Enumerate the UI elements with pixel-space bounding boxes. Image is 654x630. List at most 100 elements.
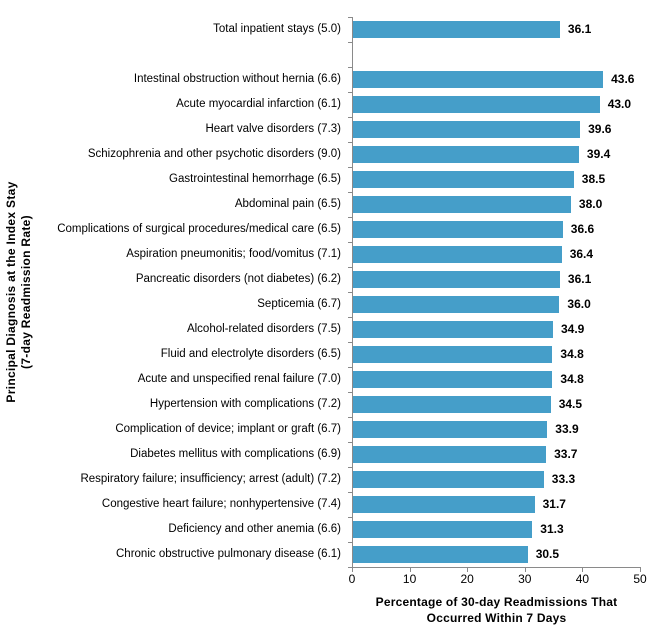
bar-track: 39.4 [347,142,654,167]
bar-track: 33.3 [347,467,654,492]
value-label: 39.4 [586,147,611,161]
x-axis-tick-label: 0 [348,572,356,586]
value-label: 34.5 [558,397,583,411]
category-label: Total inpatient stays (5.0) [213,23,341,35]
bar-track: 43.6 [347,67,654,92]
y-axis-tick [348,342,352,343]
bar-row: Acute and unspecified renal failure (7.0… [0,367,654,392]
category-label: Gastrointestinal hemorrhage (6.5) [169,173,341,185]
y-axis-tick [348,242,352,243]
value-label: 39.6 [588,122,612,136]
bar-track: 31.7 [347,492,654,517]
category-label: Acute myocardial infarction (6.1) [176,98,341,110]
x-axis-tick [409,567,411,572]
bar [352,471,544,488]
bar [352,546,528,563]
x-axis-tick-label: 40 [575,572,590,586]
bar-row: Septicemia (6.7) 36.0 [0,292,654,317]
bar [352,121,581,138]
bar-track: 33.9 [347,417,654,442]
bar-row: Intestinal obstruction without hernia (6… [0,67,654,92]
value-label: 43.0 [607,97,632,111]
bar-track: 43.0 [347,92,654,117]
y-axis-tick [348,492,352,493]
category-label: Heart valve disorders (7.3) [205,123,342,135]
bar [352,71,604,88]
bar-row: Pancreatic disorders (not diabetes) (6.2… [0,267,654,292]
x-axis-tick [467,567,469,572]
category-label: Complication of device; implant or graft… [115,423,341,435]
bar-track: 36.6 [347,217,654,242]
bar-track: 36.4 [347,242,654,267]
bar-row: Schizophrenia and other psychotic disord… [0,142,654,167]
bar-track: 30.5 [347,542,654,567]
bar [352,496,535,513]
bar [352,21,560,38]
bar-track: 34.9 [347,317,654,342]
y-axis-tick [348,167,352,168]
x-axis-tick [640,567,641,572]
bar-track: 38.5 [347,167,654,192]
bar-track: 36.0 [347,292,654,317]
x-axis-tick [352,567,353,572]
y-axis-tick [348,567,352,568]
bar [352,171,574,188]
bar [352,346,553,363]
bar-row: Complications of surgical procedures/med… [0,217,654,242]
y-axis-tick [348,542,352,543]
category-label: Abdominal pain (6.5) [234,198,341,210]
value-label: 38.0 [578,197,603,211]
bar [352,96,600,113]
y-axis-tick [348,367,352,368]
bar [352,321,553,338]
bar-track: 38.0 [347,192,654,217]
bar-track: 39.6 [347,117,654,142]
bar-track: 34.8 [347,342,654,367]
bar-row: Deficiency and other anemia (6.6) 31.3 [0,517,654,542]
y-axis-tick [348,142,352,143]
bar [352,271,560,288]
y-axis-tick [348,67,352,68]
bar-track: 33.7 [347,442,654,467]
bar-row: Alcohol-related disorders (7.5) 34.9 [0,317,654,342]
value-label: 36.0 [567,297,591,311]
bar-row: Hypertension with complications (7.2) 34.… [0,392,654,417]
bar-row: Complication of device; implant or graft… [0,417,654,442]
y-axis-tick [348,217,352,218]
value-label: 34.8 [560,347,584,361]
bar-row: Aspiration pneumonitis; food/vomitus (7.… [0,242,654,267]
bar [352,421,548,438]
value-label: 36.6 [570,222,595,236]
bar [352,446,547,463]
y-axis-tick [348,417,352,418]
bar-row: Heart valve disorders (7.3) 39.6 [0,117,654,142]
bar [352,146,579,163]
category-label: Septicemia (6.7) [257,298,341,310]
value-label: 38.5 [581,172,606,186]
y-axis-tick [348,317,352,318]
bar [352,221,563,238]
category-label: Deficiency and other anemia (6.6) [168,523,341,535]
bar [352,371,553,388]
value-label: 36.1 [567,272,592,286]
bar-track: 31.3 [347,517,654,542]
bar-row: Fluid and electrolyte disorders (6.5) 34.… [0,342,654,367]
x-axis-line [352,567,641,568]
category-label: Fluid and electrolyte disorders (6.5) [160,348,341,360]
value-label: 33.9 [555,422,579,436]
y-axis-tick [348,117,352,118]
bar [352,196,571,213]
spacer-row [0,42,654,67]
y-axis-tick [348,92,352,93]
value-label: 31.3 [540,522,564,536]
value-label: 30.5 [535,547,560,561]
bar-row: Gastrointestinal hemorrhage (6.5) 38.5 [0,167,654,192]
value-label: 36.1 [567,22,592,36]
bar-row: Congestive heart failure; nonhypertensiv… [0,492,654,517]
value-label: 36.4 [569,247,594,261]
category-label: Alcohol-related disorders (7.5) [186,323,341,335]
category-label: Pancreatic disorders (not diabetes) (6.2… [135,273,341,285]
bar-track: 36.1 [347,267,654,292]
category-label: Hypertension with complications (7.2) [149,398,341,410]
y-axis-tick [348,392,352,393]
